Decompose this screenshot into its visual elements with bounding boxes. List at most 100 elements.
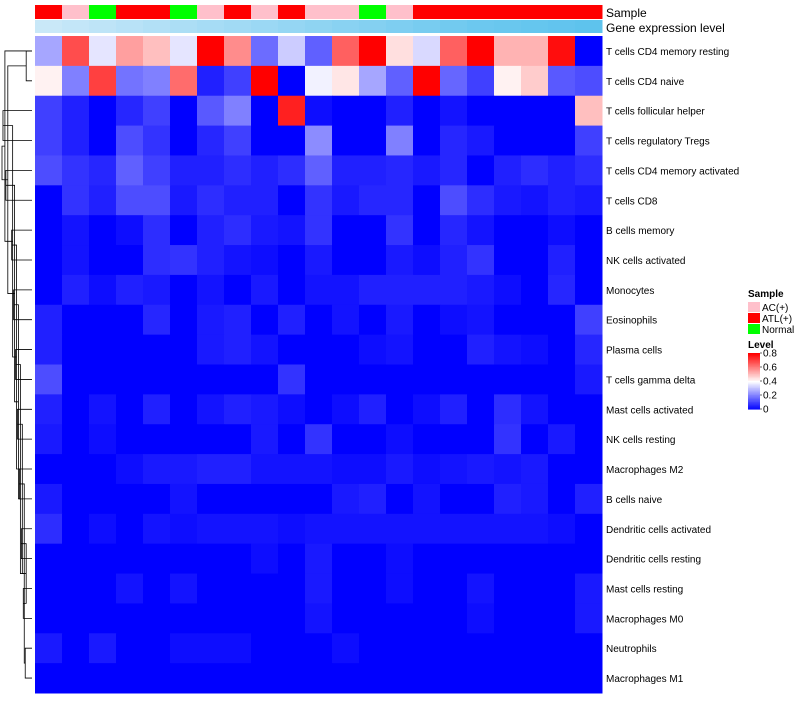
heatmap-cell [494,125,522,156]
heatmap-cell [89,483,117,515]
heatmap-cell [575,424,603,455]
heatmap-cell [35,394,63,425]
heatmap-cell [89,663,117,694]
heatmap-cell [170,36,198,67]
heatmap-cell [440,155,468,186]
heatmap-cell [494,36,522,67]
level-scale-segment [748,403,760,406]
expression-annotation-cell [305,20,333,33]
heatmap-cell [224,274,252,306]
heatmap-cell [548,185,576,216]
heatmap-cell [143,394,171,425]
heatmap-cell [467,65,495,97]
heatmap-cell [494,155,522,186]
heatmap-cell [386,155,414,186]
heatmap-cell [575,125,603,156]
heatmap-cell [224,65,252,97]
heatmap-cell [143,663,171,694]
heatmap-cell [359,424,387,455]
heatmap-cell [521,513,549,545]
heatmap-cell [332,155,360,186]
level-scale-label: 0 [763,405,769,416]
heatmap-cell [251,245,279,276]
heatmap-cell [143,573,171,604]
sample-legend-items: AC(+)ATL(+)Normal [748,302,794,336]
heatmap-cell [89,573,117,604]
heatmap-cell [62,543,90,575]
level-scale-label: 0.6 [763,363,777,374]
row-label: T cells CD4 memory activated [606,166,739,177]
heatmap-cell [62,36,90,67]
heatmap-cell [413,663,441,694]
heatmap-cell [197,364,225,395]
heatmap-cell [521,663,549,694]
heatmap-cell [548,543,576,575]
heatmap-cell [143,65,171,97]
heatmap-cell [440,513,468,545]
heatmap-cell [251,513,279,545]
heatmap-cell [305,274,333,306]
sample-annotation-cell [521,5,549,19]
heatmap-cell [386,215,414,246]
row-label: T cells follicular helper [606,107,705,118]
heatmap-cell [116,65,144,97]
heatmap-cell [386,245,414,276]
level-scale-segment [748,369,760,372]
heatmap-cell [440,304,468,336]
heatmap-cell [467,125,495,156]
heatmap-cell [224,394,252,425]
heatmap-cell [35,274,63,306]
heatmap-cell [197,543,225,575]
heatmap-cell [197,215,225,246]
heatmap-cell [224,364,252,395]
legend: Sample AC(+)ATL(+)Normal Level 0.8 0.6 0.4… [748,289,794,416]
expression-annotation-cell [251,20,279,33]
level-scale-segment [748,397,760,400]
heatmap-cell [305,304,333,336]
row-label: Mast cells resting [606,584,683,595]
row-label: T cells CD4 naive [606,77,685,88]
level-scale-segment [748,395,760,397]
expression-annotation-cell [521,20,549,33]
row-dendrogram [1,50,32,679]
heatmap-cell [332,633,360,664]
heatmap-cell [521,633,549,664]
heatmap-cell [305,155,333,186]
heatmap-cell [197,95,225,127]
sample-annotation-cell [359,5,387,19]
heatmap-cell [548,215,576,246]
level-scale-segment [748,361,760,364]
heatmap-cell [521,543,549,575]
sample-annotation-cell [89,5,117,19]
heatmap-cell [494,513,522,545]
expression-annotation-cell [35,20,63,33]
dendrogram-branch [1,145,8,181]
heatmap-cell [548,424,576,455]
heatmap-cell [413,513,441,545]
heatmap-cell [467,274,495,306]
heatmap-cell [251,304,279,336]
level-scale-segment [748,386,760,389]
level-scale-segment [748,367,760,369]
heatmap-cell [143,155,171,186]
row-label: Plasma cells [606,346,662,357]
heatmap-cell [494,245,522,276]
heatmap-cell [386,334,414,365]
heatmap-cell [413,125,441,156]
expression-annotation-cell [224,20,252,33]
heatmap-cell [386,603,414,634]
heatmap-cell [305,95,333,127]
heatmap-cell [197,633,225,664]
heatmap-cell [89,394,117,425]
heatmap-cell [521,125,549,156]
row-label: Macrophages M0 [606,614,684,625]
heatmap-cell [467,633,495,664]
heatmap-cell [35,513,63,545]
level-scale-segment [748,354,760,357]
heatmap-cell [440,245,468,276]
heatmap-cell [467,663,495,694]
level-scale-segment [748,383,760,386]
heatmap-cell [89,513,117,545]
dendrogram-branch [24,647,32,679]
heatmap-cell [305,36,333,67]
